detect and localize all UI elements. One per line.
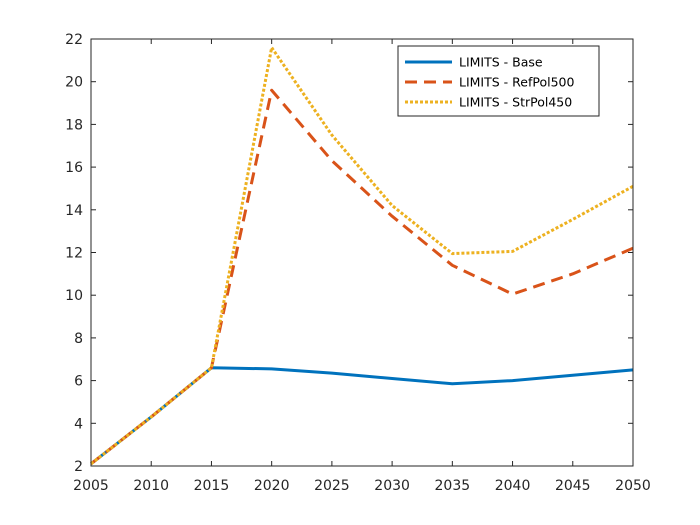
x-tick-label: 2030 bbox=[374, 478, 410, 494]
y-tick-label: 14 bbox=[65, 203, 83, 219]
x-tick-label: 2045 bbox=[555, 478, 591, 494]
plot-frame bbox=[90, 38, 634, 467]
series-layer bbox=[90, 46, 634, 466]
x-tick-label: 2025 bbox=[314, 478, 350, 494]
x-tick-label: 2020 bbox=[254, 478, 290, 494]
y-tick-label: 10 bbox=[65, 288, 83, 304]
y-tick-label: 8 bbox=[74, 331, 83, 347]
x-axis-labels: 2005 2010 2015 2020 2025 2030 2035 2040 2045 2050 bbox=[73, 478, 651, 494]
y-tick-label: 22 bbox=[65, 32, 83, 48]
x-tick-label: 2015 bbox=[194, 478, 230, 494]
y-tick-label: 20 bbox=[65, 75, 83, 91]
y-tick-label: 16 bbox=[65, 160, 83, 176]
x-tick-label: 2040 bbox=[495, 478, 531, 494]
y-tick-label: 2 bbox=[74, 459, 83, 475]
x-tick-label: 2010 bbox=[133, 478, 169, 494]
y-tick-label: 18 bbox=[65, 117, 83, 133]
y-tick-label: 4 bbox=[74, 416, 83, 432]
legend-label-3: LIMITS - StrPol450 bbox=[459, 95, 572, 110]
series-line-3 bbox=[90, 46, 634, 466]
x-tick-label: 2050 bbox=[615, 478, 651, 494]
y-tick-label: 6 bbox=[74, 374, 83, 390]
legend-label-1: LIMITS - Base bbox=[459, 55, 543, 70]
y-tick-label: 12 bbox=[65, 246, 83, 262]
x-tick-label: 2005 bbox=[73, 478, 109, 494]
legend: LIMITS - Base LIMITS - RefPol500 LIMITS - … bbox=[397, 45, 600, 117]
y-axis-labels: 2 4 6 8 10 12 14 16 18 20 22 bbox=[65, 32, 83, 475]
x-tick-label: 2035 bbox=[435, 478, 471, 494]
legend-label-2: LIMITS - RefPol500 bbox=[459, 75, 574, 90]
